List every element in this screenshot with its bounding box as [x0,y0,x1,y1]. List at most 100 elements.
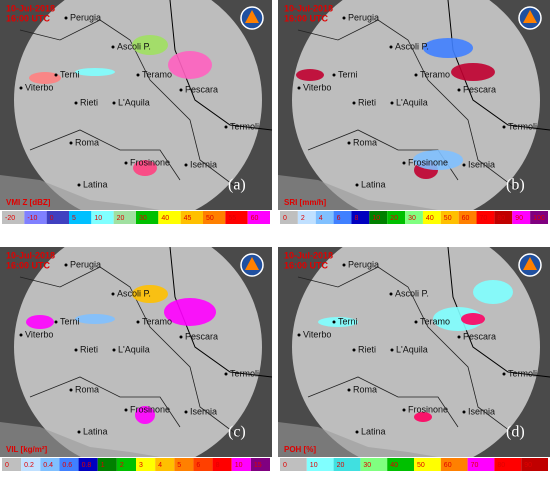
colorbar-tick: 40 [426,215,434,222]
city-label: Roma [75,384,99,394]
city-label: Caserta [500,456,532,466]
city-label: Caserta [222,209,254,219]
colorbar-tick: 10 [310,462,318,469]
logo-triangle [523,257,537,270]
colorbar-swatch [40,458,60,471]
colorbar-tick: 20 [390,215,398,222]
city-label: Viterbo [303,329,331,339]
precip-echo [423,38,473,58]
city-label: Rieti [80,344,98,354]
colorbar-tick: 30 [139,215,147,222]
city-dot [502,372,506,376]
sea [0,175,160,210]
city-dot [54,320,58,324]
city-label: Viterbo [303,82,331,92]
panel: Perugia Ascoli P. Terni Teramo Viterbo Rieti L… [278,247,550,471]
colorbar-swatch [91,211,114,224]
precip-echo [461,313,485,325]
city-dot [77,430,81,434]
city-dot [297,86,301,90]
map: Perugia Ascoli P. Terni Teramo Viterbo Rieti L… [278,0,550,210]
colorbar-tick: 15 [254,462,262,469]
city-label: Termoli [508,121,537,131]
colorbar-tick: 1 [101,462,105,469]
panel-label: (c) [228,424,246,441]
city-label: L'Aquila [396,97,428,107]
city-dot [342,263,346,267]
colorbar-tick: -10 [27,215,37,222]
colorbar-swatch [387,458,414,471]
precip-echo [473,280,513,304]
colorbar-swatch [440,458,468,471]
colorbar-swatch [467,458,495,471]
colorbar-swatch [155,458,175,471]
colorbar-tick: 0 [50,215,54,222]
radar-coverage [292,0,540,210]
colorbar-swatch [521,458,548,471]
colorbar-swatch [247,211,270,224]
time: 16:00 UTC [6,260,51,270]
colorbar-tick: 50 [444,215,452,222]
city-dot [297,333,301,337]
colorbar-swatch [387,211,406,224]
map: Perugia Ascoli P. Terni Teramo Viterbo Rieti L… [278,247,550,466]
precip-echo [29,72,61,84]
colorbar-tick: 30 [363,462,371,469]
city-label: Perugia [348,259,379,269]
colorbar-swatch [360,458,388,471]
colorbar-tick: 6 [196,462,200,469]
city-label: Pescara [185,331,218,341]
city-label: Ascoli P. [395,288,429,298]
city-label: Ascoli P. [117,288,151,298]
colorbar-tick: 45 [184,215,192,222]
colorbar-swatch [180,211,203,224]
city-label: Ascoli P. [117,41,151,51]
colorbar-swatch [333,458,361,471]
city-dot [179,88,183,92]
precip-echo [414,412,432,422]
precip-echo [132,285,168,303]
city-dot [64,16,68,20]
city-dot [64,263,68,267]
city-dot [77,183,81,187]
city-label: Termoli [508,368,537,378]
city-dot [224,125,228,129]
coast [447,247,550,378]
colorbar-tick: 10 [235,462,243,469]
precip-echo [133,160,157,176]
colorbar-swatch [24,211,47,224]
city-dot [179,335,183,339]
panel-label: (d) [506,424,525,441]
panel: Perugia Ascoli P. Terni Teramo Viterbo Rieti L… [278,0,550,224]
city-label: Viterbo [25,329,53,339]
colorbar-tick: 10 [372,215,380,222]
colorbar-tick: 10 [94,215,102,222]
city-label: Pescara [185,84,218,94]
panel-label: (a) [228,177,246,194]
city-dot [414,73,418,77]
colorbar-tick: 55 [228,215,236,222]
coast [169,247,272,378]
time: 16:00 UTC [284,260,329,270]
map: Perugia Ascoli P. Terni Teramo Viterbo Rieti L… [0,0,272,219]
colorbar-swatch [21,458,41,471]
colorbar-swatch [193,458,213,471]
city-label: Teramo [142,69,172,79]
city-dot [457,88,461,92]
colorbar-swatch [315,211,334,224]
city-label: Roma [75,137,99,147]
border [19,19,241,191]
city-dot [136,73,140,77]
city-dot [402,408,406,412]
city-dot [462,163,466,167]
timestamp: 10-Jul-2018 [284,250,333,260]
colorbar-swatch [405,211,423,224]
city-label: L'Aquila [118,344,150,354]
city-label: Rieti [358,97,376,107]
colorbar-swatch [280,211,298,224]
city-label: Roma [353,384,377,394]
precip-echo [135,406,155,424]
panel: Perugia Ascoli P. Terni Teramo Viterbo Rieti L… [0,247,272,471]
colorbar-tick: 60 [462,215,470,222]
